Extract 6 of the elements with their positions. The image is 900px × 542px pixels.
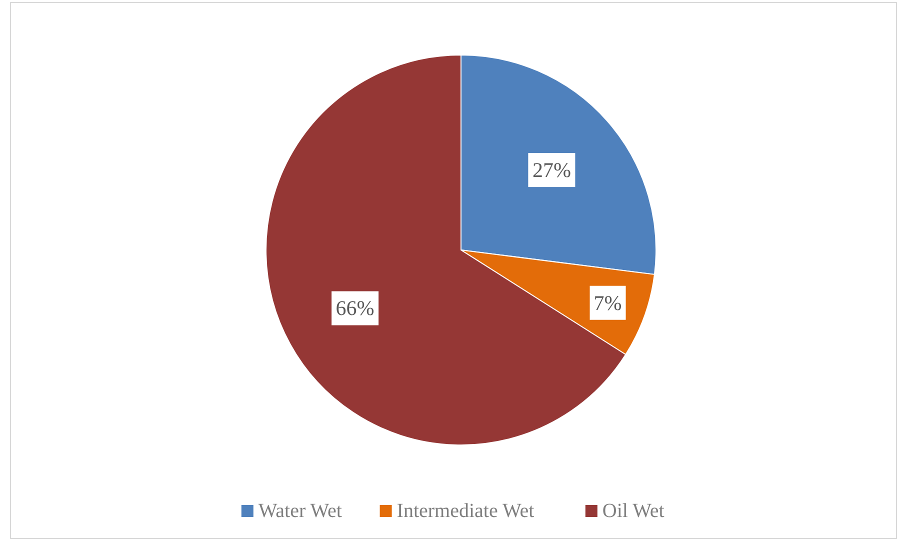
data-label: 27% bbox=[532, 158, 571, 182]
legend-label: Water Wet bbox=[258, 500, 342, 522]
data-label: 7% bbox=[594, 290, 622, 315]
data-label: 66% bbox=[336, 296, 374, 320]
legend-label: Oil Wet bbox=[602, 500, 665, 522]
legend-label: Intermediate Wet bbox=[396, 500, 535, 522]
